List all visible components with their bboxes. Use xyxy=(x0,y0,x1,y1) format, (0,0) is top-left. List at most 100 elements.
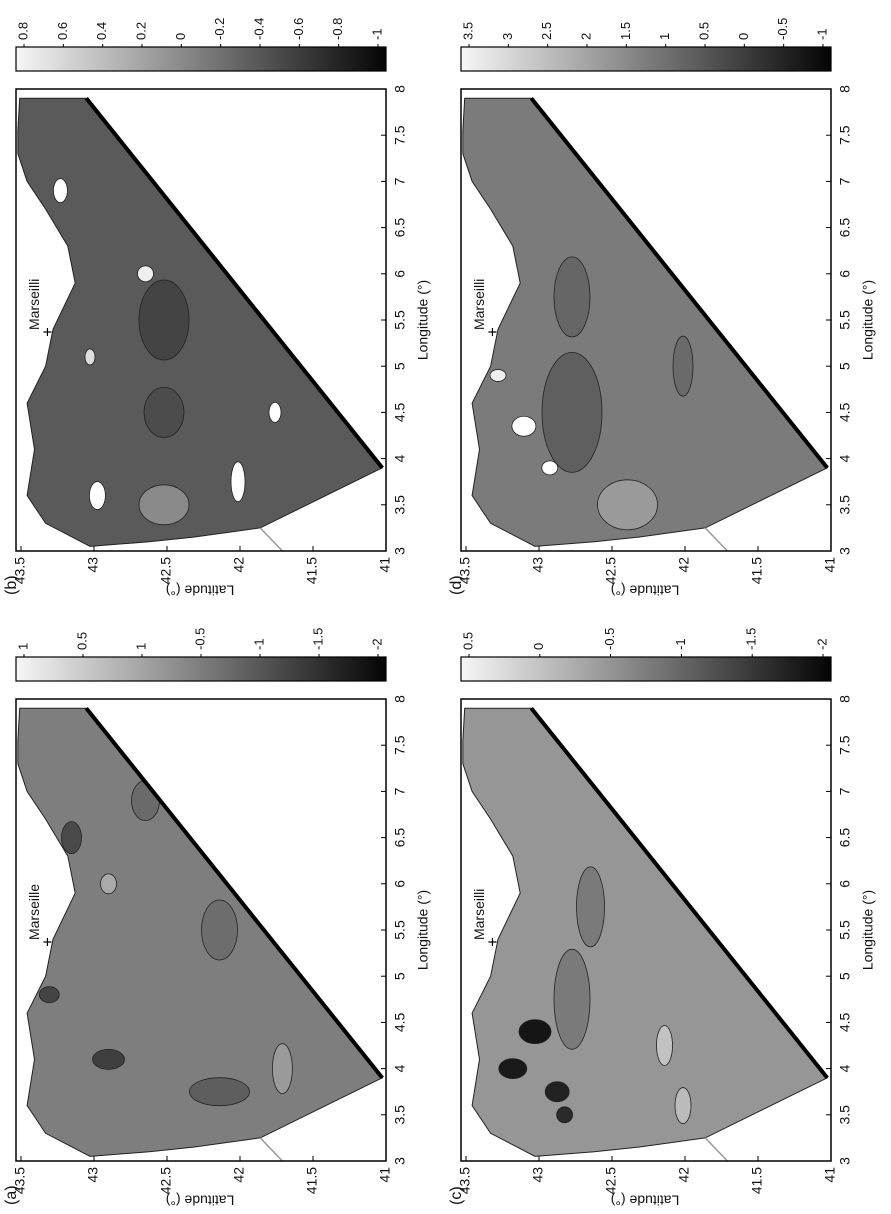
colorbar-tick-label: 0 xyxy=(173,33,188,40)
colorbar-tick-label: 0.4 xyxy=(94,22,109,40)
y-tick-label: 43 xyxy=(530,1167,546,1183)
colorbar-tick-label: -0.5 xyxy=(192,628,207,650)
contour-region xyxy=(201,899,238,961)
x-tick-label: 6.5 xyxy=(837,828,853,848)
x-tick-label: 3.5 xyxy=(837,495,853,515)
contour-region xyxy=(544,1081,570,1103)
contour-region xyxy=(576,866,605,948)
x-tick-label: 7.5 xyxy=(837,735,853,755)
contours xyxy=(38,780,293,1107)
x-tick-label: 6.5 xyxy=(837,218,853,238)
contour-region xyxy=(518,1019,552,1045)
contour-region xyxy=(100,873,117,895)
x-tick-label: 7 xyxy=(837,177,853,185)
x-tick-label: 3 xyxy=(837,547,853,555)
x-axis-label: Longitude (°) xyxy=(860,280,876,360)
panel: Marseille(a) Latitude (°)Longitude (°)43.… xyxy=(3,628,430,1209)
contour-region xyxy=(213,226,226,248)
colorbar-tick-label: -0.5 xyxy=(775,18,790,40)
y-axis-label: Latitude (°) xyxy=(166,1192,235,1208)
y-tick-label: 42.5 xyxy=(603,1167,619,1194)
colorbar xyxy=(15,656,387,682)
coast-stub xyxy=(259,527,283,552)
y-tick-label: 41.5 xyxy=(304,1167,320,1194)
x-tick-label: 7 xyxy=(392,177,408,185)
y-tick-label: 41 xyxy=(377,1167,393,1183)
x-tick-label: 8 xyxy=(837,85,853,93)
open-boundary xyxy=(529,96,829,470)
x-tick-label: 4.5 xyxy=(392,1012,408,1032)
y-tick-label: 42 xyxy=(676,557,692,573)
contour-region xyxy=(511,415,537,437)
contour-region xyxy=(597,479,658,531)
y-tick-label: 42.5 xyxy=(603,557,619,584)
contours xyxy=(489,256,694,531)
x-tick-label: 3.5 xyxy=(837,1105,853,1125)
x-tick-label: 4 xyxy=(837,1064,853,1072)
colorbar xyxy=(460,46,832,72)
x-tick-label: 3 xyxy=(392,547,408,555)
y-tick-label: 42 xyxy=(676,1167,692,1183)
x-tick-label: 5.5 xyxy=(837,310,853,330)
y-tick-label: 41.5 xyxy=(749,557,765,584)
panel-label: (a) xyxy=(3,1185,20,1205)
contour-region xyxy=(656,1025,673,1066)
city-label: Marseilli xyxy=(26,279,42,330)
y-tick-label: 42.5 xyxy=(158,557,174,584)
city-marker xyxy=(488,328,497,337)
contour-region xyxy=(498,1058,528,1080)
colorbar-tick-label: -2 xyxy=(814,638,829,650)
colorbar-tick-label: -2 xyxy=(369,638,384,650)
y-tick-label: 41 xyxy=(822,557,838,573)
colorbar-tick-label: 1 xyxy=(657,33,672,40)
colorbar-tick-label: -0.8 xyxy=(330,18,345,40)
x-tick-label: 8 xyxy=(392,85,408,93)
city-label: Marseilli xyxy=(471,889,487,940)
y-tick-label: 42 xyxy=(231,1167,247,1183)
contour-region xyxy=(38,986,60,1004)
panel: Marseilli(b) Latitude (°)Longitude (°)43.… xyxy=(3,18,430,599)
colorbar-tick-label: 1 xyxy=(133,643,148,650)
city-marker xyxy=(43,328,52,337)
coast-stub xyxy=(704,1137,728,1162)
city-label: Marseille xyxy=(26,884,42,940)
y-tick-label: 41 xyxy=(377,557,393,573)
x-tick-label: 4 xyxy=(392,454,408,462)
y-tick-label: 43.5 xyxy=(12,557,28,584)
y-tick-label: 42 xyxy=(231,557,247,573)
x-tick-label: 5 xyxy=(837,362,853,370)
city-marker xyxy=(43,938,52,947)
x-tick-label: 3.5 xyxy=(392,495,408,515)
contour-region xyxy=(489,369,507,382)
colorbar-tick-label: 0.5 xyxy=(74,632,89,650)
city-marker xyxy=(488,938,497,947)
contour-region xyxy=(84,348,96,366)
x-tick-label: 6 xyxy=(837,880,853,888)
x-tick-label: 8 xyxy=(837,695,853,703)
y-tick-label: 43.5 xyxy=(457,1167,473,1194)
y-tick-label: 41.5 xyxy=(749,1167,765,1194)
x-tick-label: 7 xyxy=(837,787,853,795)
colorbar-tick-label: -1 xyxy=(251,638,266,650)
colorbar-tick-label: -0.6 xyxy=(291,18,306,40)
colorbar-tick-label: -1.5 xyxy=(744,628,759,650)
x-tick-label: 7.5 xyxy=(392,735,408,755)
panel-label: (d) xyxy=(448,575,465,595)
colorbar-tick-label: 0 xyxy=(736,33,751,40)
open-boundary xyxy=(529,706,829,1080)
panel: Marseilli(c) Latitude (°)Longitude (°)43.… xyxy=(448,628,875,1209)
y-axis-label: Latitude (°) xyxy=(611,1192,680,1208)
panel-label: (c) xyxy=(448,1186,465,1205)
x-tick-label: 4.5 xyxy=(837,402,853,422)
sea-domain xyxy=(462,707,829,1157)
x-tick-label: 3.5 xyxy=(392,1105,408,1125)
contour-region xyxy=(553,256,591,338)
x-tick-label: 6.5 xyxy=(392,218,408,238)
x-tick-label: 6 xyxy=(837,270,853,278)
x-tick-label: 6.5 xyxy=(392,828,408,848)
x-tick-label: 3 xyxy=(837,1157,853,1165)
open-boundary xyxy=(84,96,384,470)
colorbar-tick-label: -1 xyxy=(814,28,829,40)
contour-region xyxy=(268,401,282,423)
